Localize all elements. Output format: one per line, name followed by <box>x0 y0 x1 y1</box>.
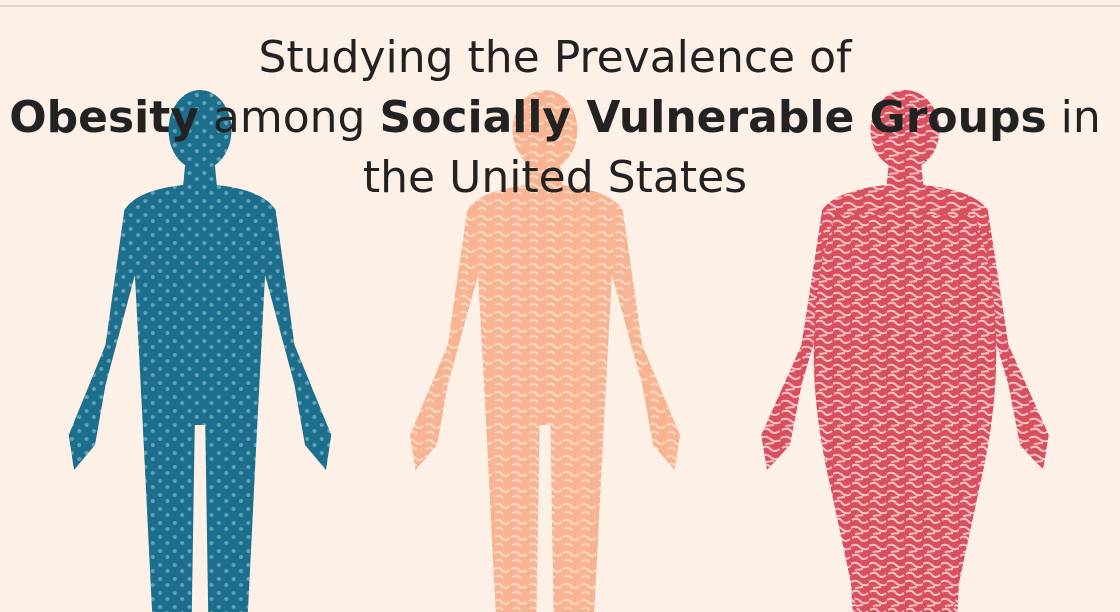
slide: Studying the Prevalence of Obesity among… <box>0 0 1120 612</box>
title-bold-segment: Obesity <box>9 92 199 143</box>
title-line-1: Studying the Prevalence of <box>258 32 853 83</box>
title-bold-segment: Socially Vulnerable Groups <box>379 92 1046 143</box>
page: Studying the Prevalence of Obesity among… <box>0 0 1120 612</box>
title-segment: among <box>199 92 380 143</box>
title-segment: in <box>1047 92 1101 143</box>
title-line-3: the United States <box>363 152 747 203</box>
title-line-2: Obesity among Socially Vulnerable Groups… <box>9 92 1101 143</box>
